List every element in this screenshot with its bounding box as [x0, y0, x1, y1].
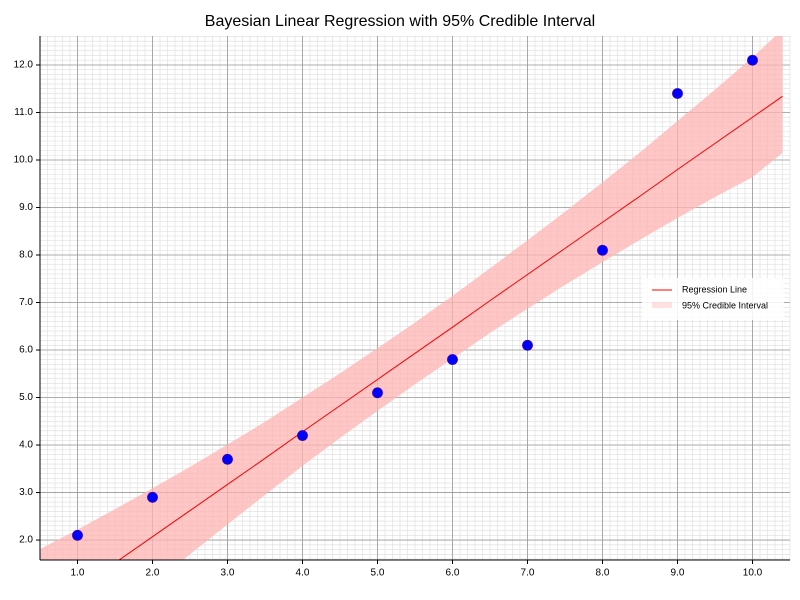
x-tick-label: 7.0	[521, 568, 535, 579]
x-tick-label: 4.0	[296, 568, 310, 579]
data-point	[372, 387, 383, 399]
x-tick-label: 6.0	[446, 568, 460, 579]
y-tick-label: 11.0	[14, 107, 33, 118]
y-tick-label: 10.0	[14, 155, 34, 166]
data-point	[747, 54, 758, 66]
y-tick-label: 2.0	[19, 535, 33, 546]
regression-line	[118, 95, 783, 560]
data-point	[522, 339, 533, 351]
x-tick-label: 5.0	[371, 568, 385, 579]
legend-box	[642, 278, 784, 320]
y-tick-label: 7.0	[19, 297, 33, 308]
x-tick-label: 1.0	[71, 568, 85, 579]
data-point	[597, 244, 608, 256]
y-tick-label: 12.0	[14, 60, 34, 71]
x-tick-label: 2.0	[146, 568, 160, 579]
x-tick-label: 10.0	[743, 568, 763, 579]
data-point	[222, 453, 233, 465]
legend-label: Regression Line	[682, 284, 747, 294]
y-tick-label: 9.0	[19, 202, 33, 213]
y-tick-label: 8.0	[19, 250, 33, 261]
chart-title: Bayesian Linear Regression with 95% Cred…	[205, 13, 595, 30]
data-point	[672, 88, 683, 99]
data-point	[72, 529, 83, 541]
legend-patch	[652, 302, 672, 308]
data-point	[297, 430, 308, 441]
y-tick-label: 6.0	[19, 345, 33, 356]
data-point	[447, 354, 458, 365]
y-tick-label: 3.0	[19, 487, 33, 498]
legend-label: 95% Credible Interval	[682, 300, 768, 310]
x-tick-label: 8.0	[596, 568, 610, 579]
data-point	[147, 491, 158, 503]
y-tick-label: 4.0	[19, 440, 33, 451]
x-tick-label: 3.0	[221, 568, 235, 579]
plot-layer	[40, 36, 783, 560]
y-tick-label: 5.0	[19, 392, 33, 403]
x-tick-label: 9.0	[671, 568, 685, 579]
